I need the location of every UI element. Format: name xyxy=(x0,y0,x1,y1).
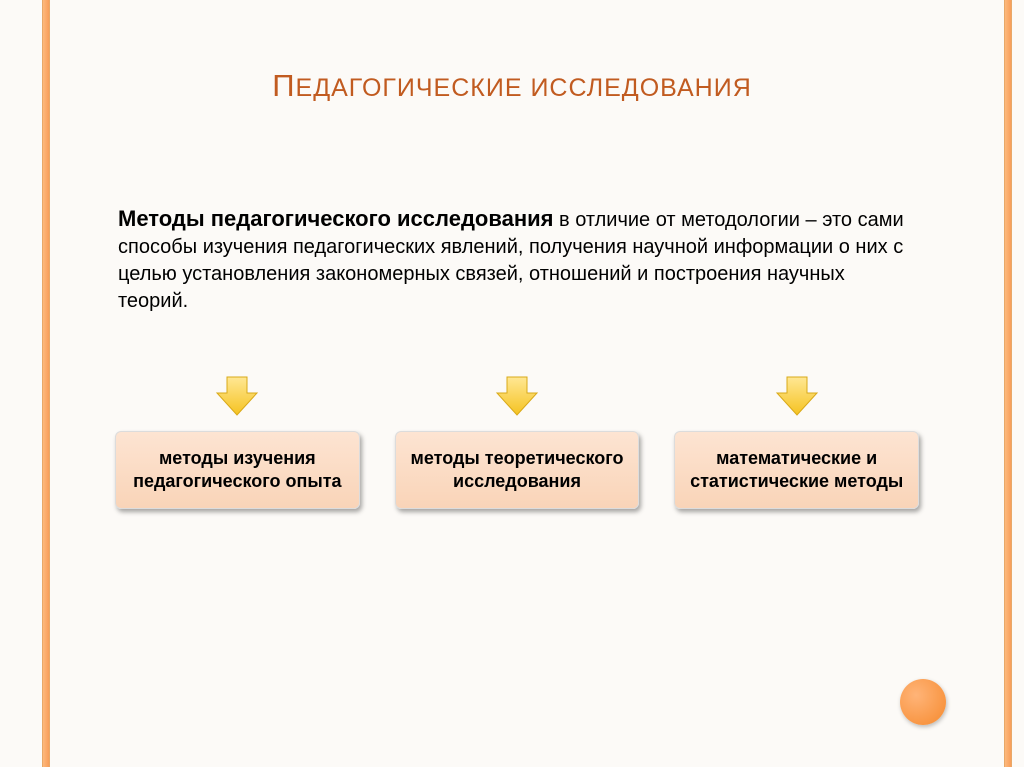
method-box-3: математические и статистические методы xyxy=(674,431,919,509)
diagram-row: методы изучения педагогического опыта ме… xyxy=(60,375,964,509)
left-border-decoration xyxy=(42,0,50,767)
arrow-down-icon xyxy=(213,375,261,417)
title-rest: ЕДАГОГИЧЕСКИЕ ИССЛЕДОВАНИЯ xyxy=(296,74,752,102)
body-paragraph: Методы педагогического исследования в от… xyxy=(60,204,964,315)
diagram-item-1: методы изучения педагогического опыта xyxy=(115,375,360,509)
arrow-down-icon xyxy=(773,375,821,417)
right-border-decoration xyxy=(1004,0,1012,767)
method-box-2: методы теоретического исследования xyxy=(395,431,640,509)
circle-accent-icon xyxy=(900,679,946,725)
body-bold-lead: Методы педагогического исследования xyxy=(118,206,553,231)
method-box-1: методы изучения педагогического опыта xyxy=(115,431,360,509)
diagram-item-3: математические и статистические методы xyxy=(674,375,919,509)
slide-title: ПЕДАГОГИЧЕСКИЕ ИССЛЕДОВАНИЯ xyxy=(60,0,964,104)
title-first-letter: П xyxy=(272,68,295,103)
arrow-down-icon xyxy=(493,375,541,417)
slide: ПЕДАГОГИЧЕСКИЕ ИССЛЕДОВАНИЯ Методы педаг… xyxy=(0,0,1024,767)
method-box-3-label: математические и статистические методы xyxy=(689,447,904,494)
method-box-1-label: методы изучения педагогического опыта xyxy=(130,447,345,494)
method-box-2-label: методы теоретического исследования xyxy=(410,447,625,494)
diagram-item-2: методы теоретического исследования xyxy=(395,375,640,509)
